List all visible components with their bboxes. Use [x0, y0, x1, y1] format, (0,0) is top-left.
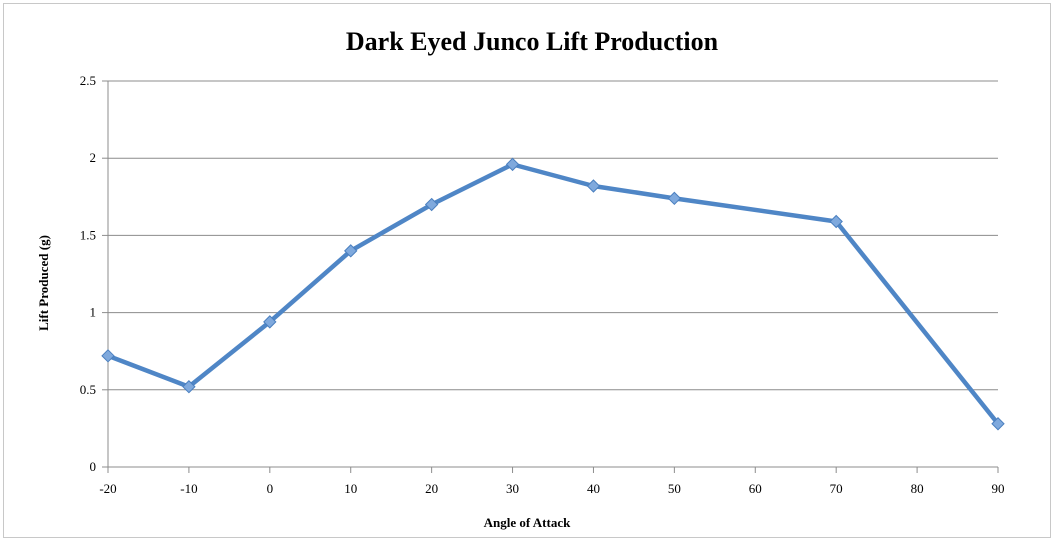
series-group — [101, 157, 1005, 431]
data-point — [344, 244, 358, 258]
y-axis-label: Lift Produced (g) — [36, 235, 51, 331]
y-tick-label: 1.5 — [80, 227, 96, 242]
data-point — [829, 214, 843, 229]
x-tick-labels: -20 -10 0 10 20 30 40 50 60 70 80 90 — [99, 481, 1004, 496]
y-tick-label: 2 — [90, 150, 97, 165]
y-tick-label: 2.5 — [80, 73, 96, 88]
data-point — [424, 197, 439, 212]
x-tick-label: 50 — [668, 481, 681, 496]
grid-lines — [108, 80, 998, 391]
x-tick-label: 70 — [830, 481, 843, 496]
data-point — [101, 349, 115, 363]
x-tick-label: -10 — [180, 481, 197, 496]
x-tick-label: 20 — [425, 481, 438, 496]
y-tick-label: 0.5 — [80, 382, 96, 397]
x-tick-label: 80 — [911, 481, 924, 496]
series-line — [105, 162, 1001, 427]
data-point — [505, 157, 520, 172]
y-tick-label: 1 — [90, 305, 97, 320]
data-point — [991, 417, 1005, 431]
x-tick-label: 10 — [344, 481, 357, 496]
x-tick-label: 0 — [267, 481, 274, 496]
y-tick-labels: 0 0.5 1 1.5 2 2.5 — [80, 73, 96, 474]
x-tick-label: 40 — [587, 481, 600, 496]
data-point — [667, 191, 682, 206]
x-tick-label: -20 — [99, 481, 116, 496]
x-tick-label: 30 — [506, 481, 519, 496]
data-point — [263, 315, 277, 329]
y-tick-label: 0 — [90, 459, 97, 474]
data-point — [586, 179, 601, 193]
x-tick-label: 60 — [749, 481, 762, 496]
chart-title: Dark Eyed Junco Lift Production — [346, 27, 719, 56]
x-axis-label: Angle of Attack — [484, 515, 571, 530]
x-tick-label: 90 — [992, 481, 1005, 496]
axes — [102, 80, 999, 473]
data-point — [182, 380, 196, 394]
